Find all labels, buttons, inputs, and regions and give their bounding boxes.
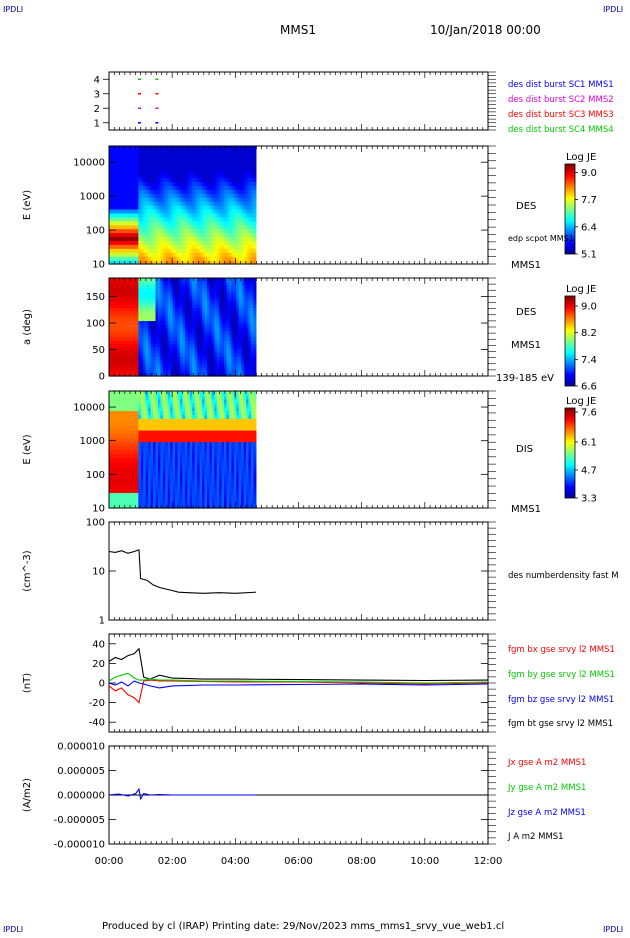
burst-ytick-label: 2: [94, 104, 100, 115]
des-energy-cell: [253, 225, 256, 230]
des-pitch-side-label: DES: [516, 307, 536, 318]
burst-legend-label: des dist burst SC2 MMS2: [508, 95, 614, 105]
des-energy-ytick-label: 10: [92, 260, 105, 271]
des-pitch-ytick-label: 150: [86, 292, 105, 303]
des-energy-cell: [253, 201, 256, 206]
des-pitch-colorbar-label: 8.2: [581, 328, 597, 339]
des-energy-cell: [253, 181, 256, 186]
des-energy-cell: [253, 185, 256, 190]
des-energy-cell: [253, 197, 256, 202]
des-energy-colorbar-label: 5.1: [581, 250, 597, 261]
des-energy-ytick-label: 100: [86, 226, 105, 237]
des-energy-cell: [253, 193, 256, 198]
burst-ytick-label: 3: [94, 89, 100, 100]
des-energy-colorbar-label: 7.7: [581, 195, 597, 206]
des-energy-cell: [253, 236, 256, 241]
burst-legend-label: des dist burst SC3 MMS3: [508, 110, 614, 120]
des-energy-side-label: edp scpot MMS1: [508, 234, 574, 243]
burst-ytick-label: 4: [94, 75, 100, 86]
des-energy-cell: [253, 217, 256, 222]
des-energy-cell: [253, 170, 256, 175]
des-energy-cell: [253, 252, 256, 257]
des-energy-cell: [253, 174, 256, 179]
des-energy-side-label: MMS1: [511, 260, 541, 271]
burst-ytick-label: 1: [94, 118, 100, 129]
des-pitch-colorbar: [565, 296, 575, 386]
mission-title: MMS1: [280, 23, 316, 37]
des-energy-cell: [253, 233, 256, 238]
des-energy-cell: [253, 166, 256, 171]
des-pitch-ytick-label: 0: [99, 372, 105, 383]
des-pitch-colorbar-label: 9.0: [581, 302, 597, 313]
des-energy-colorbar-title: Log JE: [566, 152, 596, 163]
des-pitch-colorbar-label: 7.4: [581, 355, 597, 366]
des-energy-cell: [253, 209, 256, 214]
des-energy-cell: [253, 244, 256, 249]
des-energy-ytick-label: 1000: [80, 192, 105, 203]
des-energy-cell: [253, 154, 256, 159]
date-title: 10/Jan/2018 00:00: [430, 23, 541, 37]
des-pitch-ytick-label: 50: [92, 345, 105, 356]
des-energy-cell: [253, 256, 256, 261]
des-energy-cell: [253, 248, 256, 253]
des-energy-cell: [253, 229, 256, 234]
des-pitch-ylabel: a (deg): [22, 309, 33, 345]
des-pitch-ytick-label: 100: [86, 319, 105, 330]
burst-legend-label: des dist burst SC4 MMS4: [508, 125, 614, 135]
des-energy-cell: [253, 146, 256, 151]
des-energy-colorbar-label: 9.0: [581, 168, 597, 179]
des-pitch-colorbar-label: 6.6: [581, 382, 597, 393]
des-energy-cell: [253, 162, 256, 167]
panel-burst: 1 2 3 4 des dist burst SC1 MMS1 des dist burs…: [94, 72, 614, 135]
des-energy-cell: [253, 189, 256, 194]
des-energy-cell: [253, 150, 256, 155]
des-pitch-side-label: MMS1: [511, 340, 541, 351]
burst-frame: [109, 72, 488, 130]
des-energy-ytick-label: 10000: [73, 158, 105, 169]
des-energy-cell: [253, 177, 256, 182]
des-energy-cell: [253, 240, 256, 245]
corner-label-top-right: IPDLI: [603, 5, 623, 14]
des-energy-cell: [253, 158, 256, 163]
des-energy-side-label: DES: [516, 201, 536, 212]
des-pitch-cell: [253, 278, 256, 282]
des-pitch-colorbar-title: Log JE: [566, 284, 596, 295]
des-energy-ylabel: E (eV): [22, 190, 33, 220]
des-energy-cell: [253, 205, 256, 210]
corner-label-top-left: IPDLI: [3, 5, 23, 14]
panel-des-energy: 10 100 1000 10000 E (eV) Log JE 9.0 7.7 6.4 5.1 DE…: [22, 146, 597, 271]
des-pitch-side-label: 139-185 eV: [496, 373, 554, 384]
des-energy-cell: [253, 221, 256, 226]
burst-legend-label: des dist burst SC1 MMS1: [508, 80, 614, 90]
panel-des-pitch: 0 50 100 150 a (deg) Log JE 9.0 8.2 7.4 6.6 DES MMS…: [22, 278, 597, 393]
des-energy-colorbar-label: 6.4: [581, 222, 597, 233]
des-energy-cell: [253, 213, 256, 218]
